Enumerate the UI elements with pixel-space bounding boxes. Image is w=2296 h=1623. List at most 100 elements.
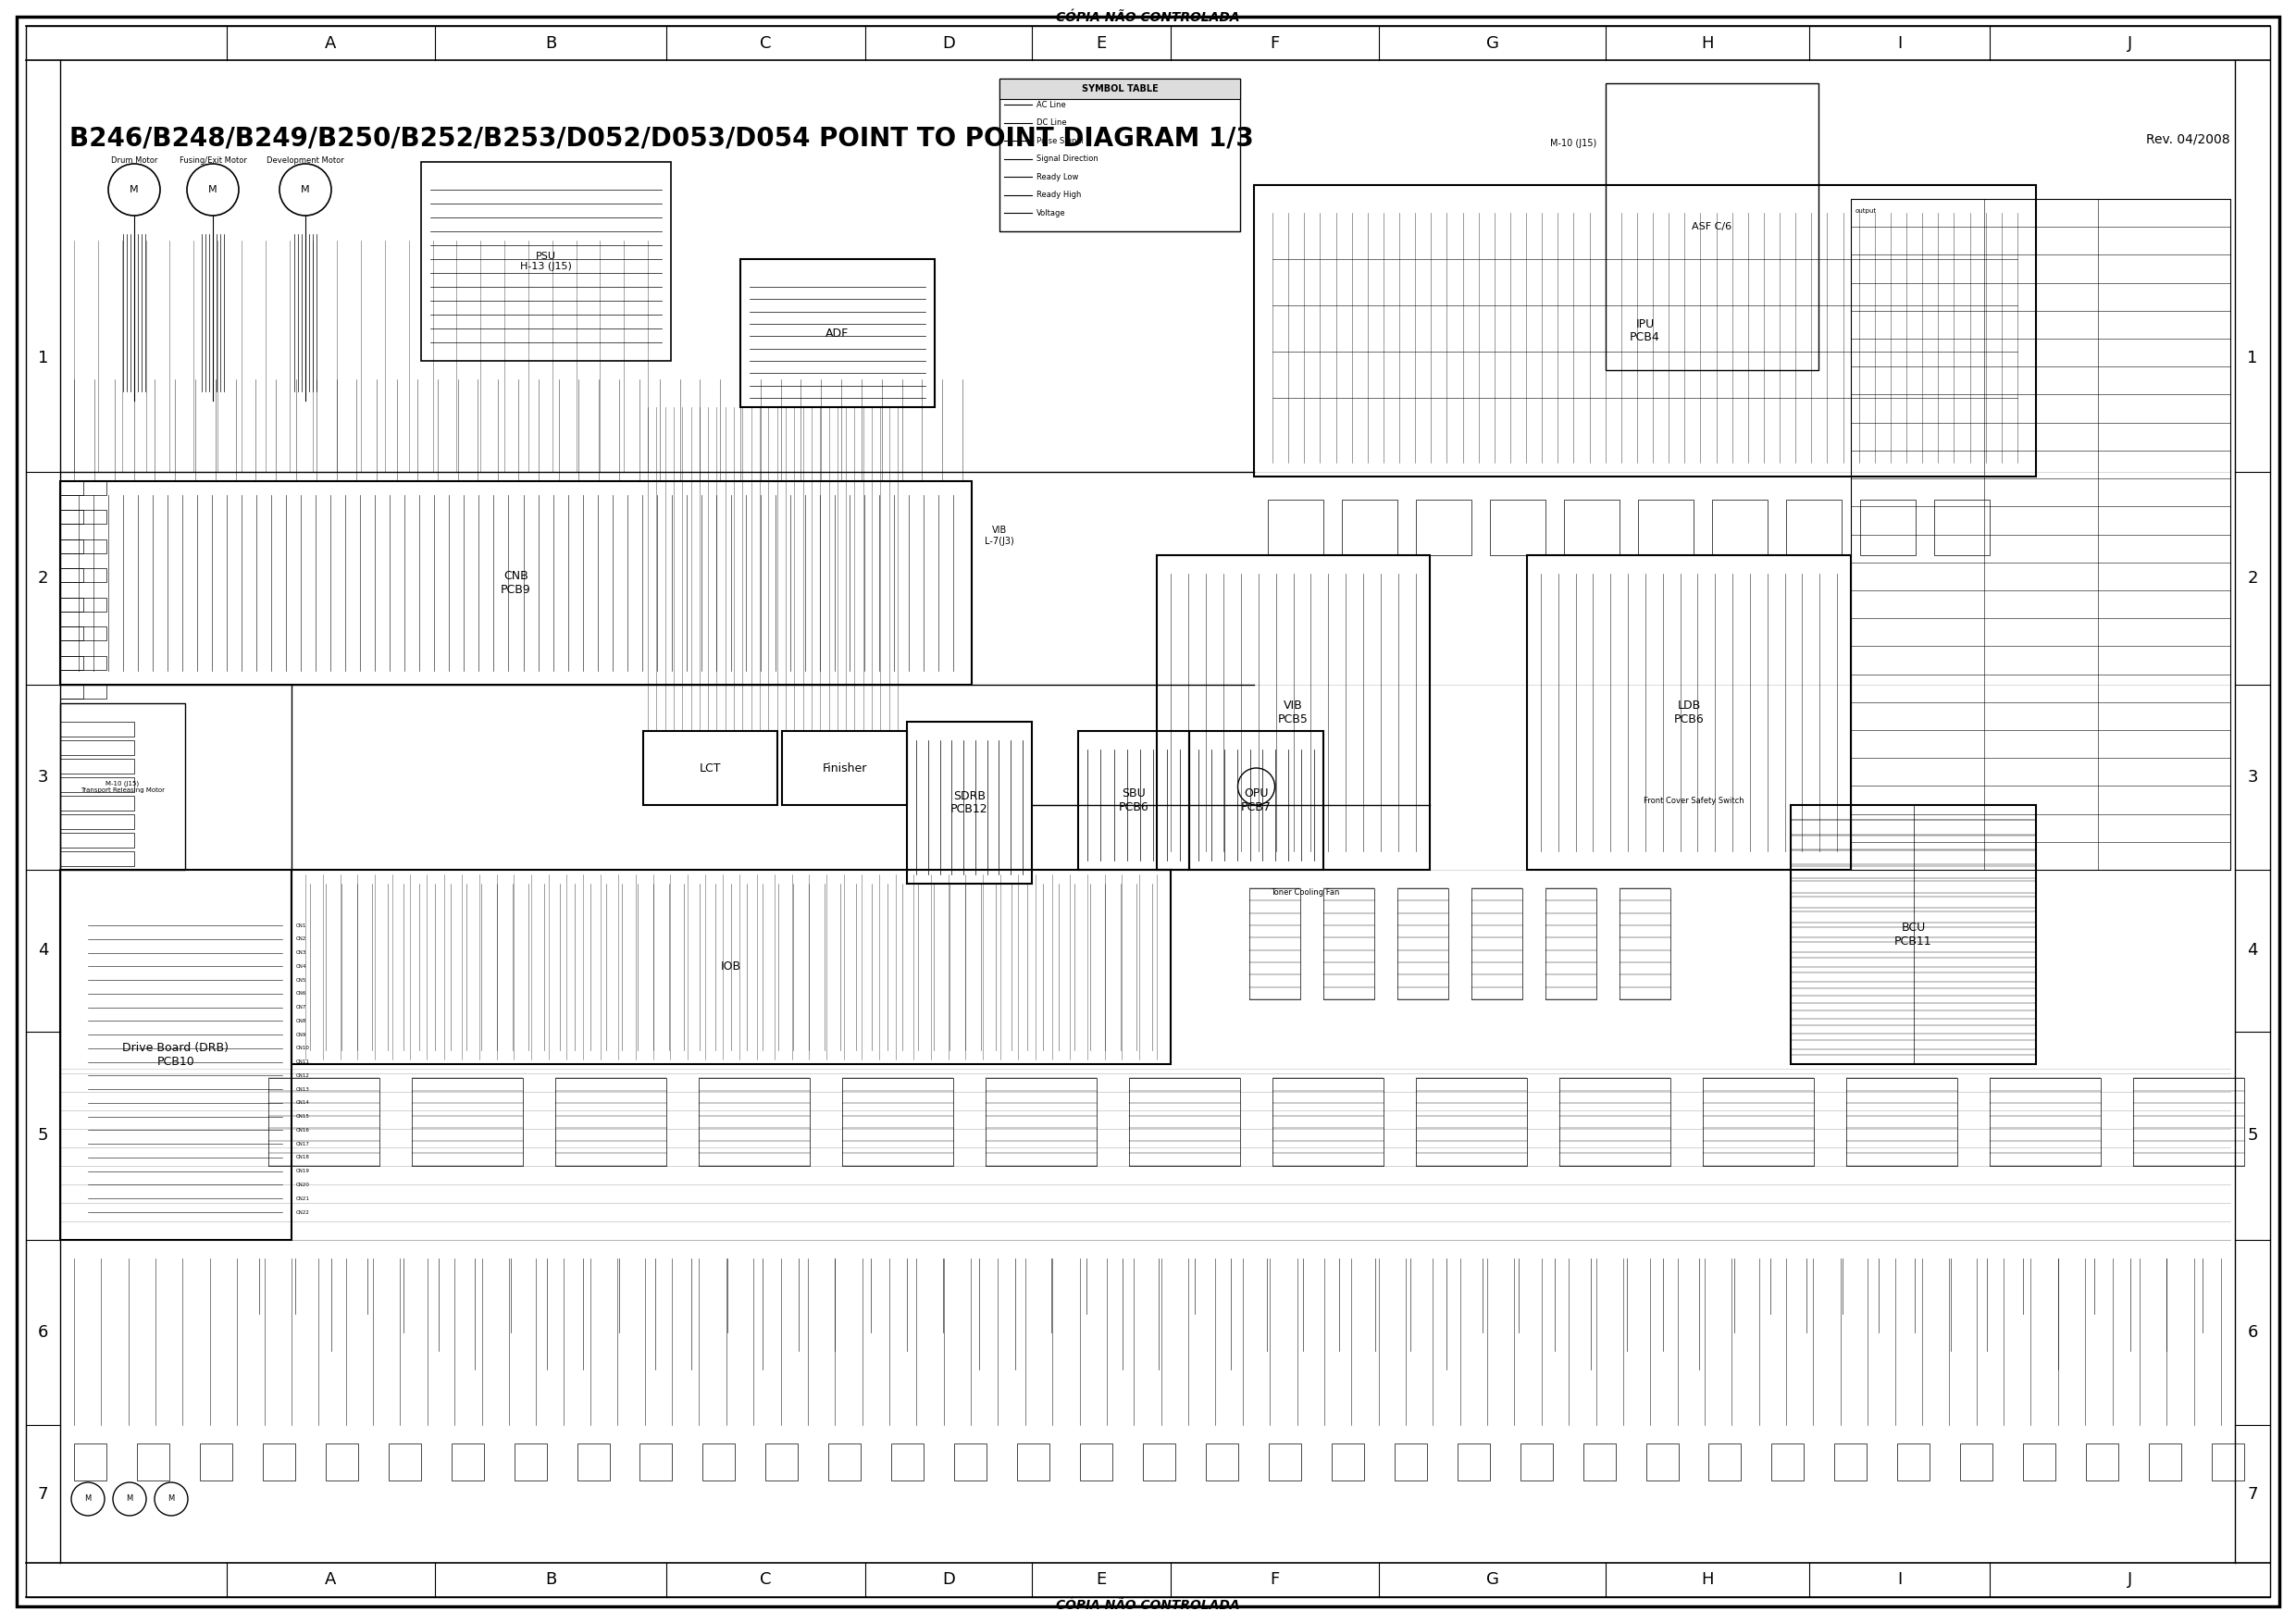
Text: CN6: CN6 [296, 992, 308, 997]
Bar [556, 1078, 666, 1165]
Bar [452, 1443, 484, 1480]
Bar [60, 703, 186, 870]
Bar [955, 1443, 987, 1480]
Bar [1079, 1443, 1114, 1480]
Bar [60, 539, 83, 553]
Bar [1472, 888, 1522, 1000]
Bar [1130, 1078, 1240, 1165]
Bar [60, 656, 83, 670]
Bar [1322, 888, 1375, 1000]
Text: CN2: CN2 [296, 936, 308, 941]
Bar [1157, 555, 1430, 870]
Text: C: C [760, 34, 771, 52]
Text: Front Cover Safety Switch: Front Cover Safety Switch [1644, 797, 1743, 805]
Text: PSU
H-13 (J15): PSU H-13 (J15) [521, 252, 572, 271]
Bar [1846, 1078, 1956, 1165]
Bar [1545, 888, 1596, 1000]
Text: CN11: CN11 [296, 1060, 310, 1065]
Text: 7: 7 [37, 1485, 48, 1503]
Text: IOB: IOB [721, 961, 742, 972]
Bar [829, 1443, 861, 1480]
Text: ASF C/6: ASF C/6 [1692, 222, 1731, 232]
Bar [1332, 1443, 1364, 1480]
Bar [1564, 500, 1619, 555]
Text: SDRB
PCB12: SDRB PCB12 [951, 790, 987, 816]
Bar [60, 833, 133, 847]
Text: B: B [544, 34, 556, 52]
Bar [1272, 1078, 1384, 1165]
Text: I: I [1896, 34, 1901, 52]
Text: E: E [1095, 1571, 1107, 1589]
Bar [200, 1443, 232, 1480]
Text: 6: 6 [2248, 1324, 2257, 1341]
Text: output: output [1855, 208, 1876, 214]
Bar [765, 1443, 799, 1480]
Bar [60, 597, 83, 612]
Bar [1896, 1443, 1931, 1480]
Text: 6: 6 [37, 1324, 48, 1341]
Bar [891, 1443, 923, 1480]
Text: SYMBOL TABLE: SYMBOL TABLE [1081, 84, 1157, 94]
Bar [1205, 1443, 1238, 1480]
Text: Finisher: Finisher [822, 761, 868, 774]
Bar [1860, 500, 1915, 555]
Text: M: M [131, 185, 138, 195]
Bar [138, 1443, 170, 1480]
Bar [60, 626, 106, 641]
Bar [60, 795, 133, 810]
Text: 3: 3 [37, 769, 48, 786]
Text: 5: 5 [37, 1128, 48, 1144]
Text: ADF: ADF [827, 328, 850, 339]
Text: E: E [1095, 34, 1107, 52]
Text: CÓPIA NÃO CONTROLADA: CÓPIA NÃO CONTROLADA [1056, 11, 1240, 24]
Bar [1786, 500, 1841, 555]
Text: VIB
L-7(J3): VIB L-7(J3) [985, 526, 1015, 545]
Text: Drum Motor: Drum Motor [110, 156, 158, 164]
Text: OPU
PCB7: OPU PCB7 [1242, 787, 1272, 813]
Bar [60, 480, 83, 495]
Bar [73, 1443, 106, 1480]
Bar [1458, 1443, 1490, 1480]
Bar [1637, 500, 1694, 555]
Bar [2211, 1443, 2243, 1480]
Bar [60, 685, 106, 698]
Text: F: F [1270, 1571, 1279, 1589]
Text: Toner Cooling Fan: Toner Cooling Fan [1270, 888, 1339, 896]
Text: 2: 2 [2248, 570, 2257, 586]
Bar [269, 1078, 379, 1165]
Bar [2149, 1443, 2181, 1480]
Bar [60, 539, 106, 553]
Text: Ready High: Ready High [1035, 192, 1081, 200]
Text: VIB
PCB5: VIB PCB5 [1279, 700, 1309, 725]
Bar [1646, 1443, 1678, 1480]
Text: CÓPIA NÃO CONTROLADA: CÓPIA NÃO CONTROLADA [1056, 1599, 1240, 1612]
Bar [1189, 730, 1322, 870]
Bar [60, 656, 106, 670]
Text: J: J [2128, 1571, 2133, 1589]
Bar [1619, 888, 1671, 1000]
Text: A: A [326, 34, 338, 52]
Text: M: M [301, 185, 310, 195]
Text: CN7: CN7 [296, 1005, 308, 1010]
Text: 1: 1 [37, 351, 48, 367]
Bar [1341, 500, 1398, 555]
Bar [2023, 1443, 2055, 1480]
Text: 7: 7 [2248, 1485, 2257, 1503]
Text: G: G [1486, 1571, 1499, 1589]
Text: 4: 4 [37, 943, 48, 959]
Bar [60, 685, 83, 698]
Text: CN19: CN19 [296, 1169, 310, 1173]
Bar [60, 777, 133, 792]
Text: SBU
PCB6: SBU PCB6 [1118, 787, 1148, 813]
Bar [1143, 1443, 1176, 1480]
Text: B: B [544, 1571, 556, 1589]
Bar [985, 1078, 1097, 1165]
Bar [1605, 83, 1818, 370]
Bar [60, 870, 292, 1240]
Bar [703, 1443, 735, 1480]
Bar [60, 510, 106, 524]
Text: CN9: CN9 [296, 1032, 308, 1037]
Text: H: H [1701, 1571, 1713, 1589]
Bar [1520, 1443, 1552, 1480]
Bar [739, 260, 934, 407]
